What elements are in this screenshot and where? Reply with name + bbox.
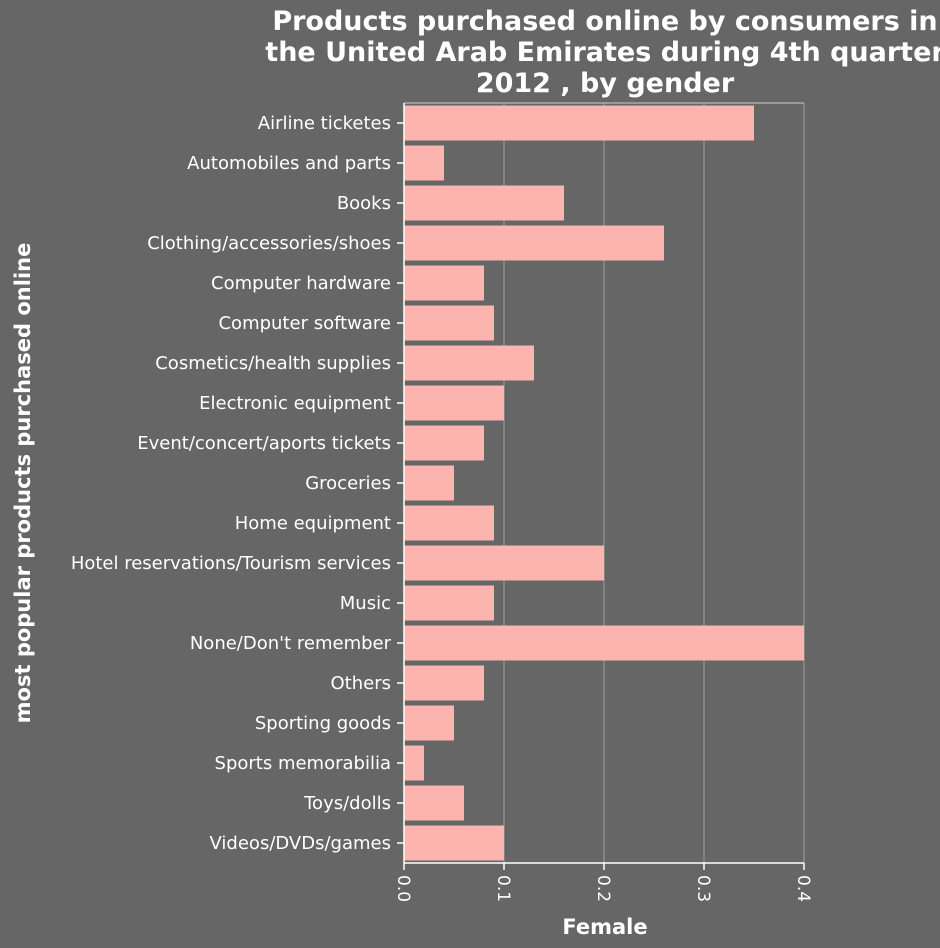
chart-title-line: the United Arab Emirates during 4th quar…	[265, 37, 940, 68]
bar	[404, 305, 494, 341]
bar	[404, 785, 464, 821]
bar	[404, 225, 664, 261]
category-label: Others	[331, 673, 392, 694]
category-label: Sports memorabilia	[215, 753, 391, 774]
x-axis-title: Female	[562, 915, 647, 939]
bar	[404, 745, 424, 781]
category-label: Automobiles and parts	[187, 153, 391, 174]
category-label: None/Don't remember	[190, 633, 392, 654]
chart-title-line: 2012 , by gender	[476, 68, 735, 99]
category-label: Groceries	[305, 473, 391, 494]
bar	[404, 585, 494, 621]
bars	[404, 105, 804, 861]
category-label: Event/concert/aports tickets	[137, 433, 391, 454]
category-label: Clothing/accessories/shoes	[147, 233, 391, 254]
x-tick-label: 0.2	[593, 875, 613, 902]
bar	[404, 625, 804, 661]
category-label: Hotel reservations/Tourism services	[71, 553, 391, 574]
bar	[404, 185, 564, 221]
bar	[404, 665, 484, 701]
category-label: Computer hardware	[211, 273, 391, 294]
bar	[404, 545, 604, 581]
category-labels: Airline ticketes Automobiles and parts Boo…	[71, 113, 392, 854]
x-tick-labels: 0.0 0.1 0.2 0.3 0.4	[393, 875, 813, 902]
category-label: Computer software	[218, 313, 391, 334]
x-tick-label: 0.0	[393, 875, 413, 902]
bar	[404, 505, 494, 541]
bar	[404, 825, 504, 861]
bar	[404, 105, 754, 141]
bar	[404, 345, 534, 381]
bar	[404, 265, 484, 301]
category-label: Sporting goods	[255, 713, 391, 734]
chart-title-line: Products purchased online by consumers i…	[272, 6, 937, 37]
category-label: Music	[340, 593, 391, 614]
x-tick-label: 0.4	[793, 875, 813, 902]
bar	[404, 385, 504, 421]
category-label: Cosmetics/health supplies	[155, 353, 391, 374]
chart-title: Products purchased online by consumers i…	[265, 6, 940, 99]
bar	[404, 425, 484, 461]
axes	[397, 103, 805, 870]
category-label: Electronic equipment	[199, 393, 391, 414]
bar	[404, 145, 444, 181]
category-label: Home equipment	[235, 513, 391, 534]
category-label: Airline ticketes	[258, 113, 391, 134]
x-tick-label: 0.3	[693, 875, 713, 902]
y-axis-title: most popular products purchased online	[11, 243, 35, 724]
bar	[404, 465, 454, 501]
x-tick-label: 0.1	[493, 875, 513, 902]
category-label: Toys/dolls	[303, 793, 391, 814]
bar	[404, 705, 454, 741]
category-label: Videos/DVDs/games	[210, 833, 391, 854]
category-label: Books	[337, 193, 391, 214]
